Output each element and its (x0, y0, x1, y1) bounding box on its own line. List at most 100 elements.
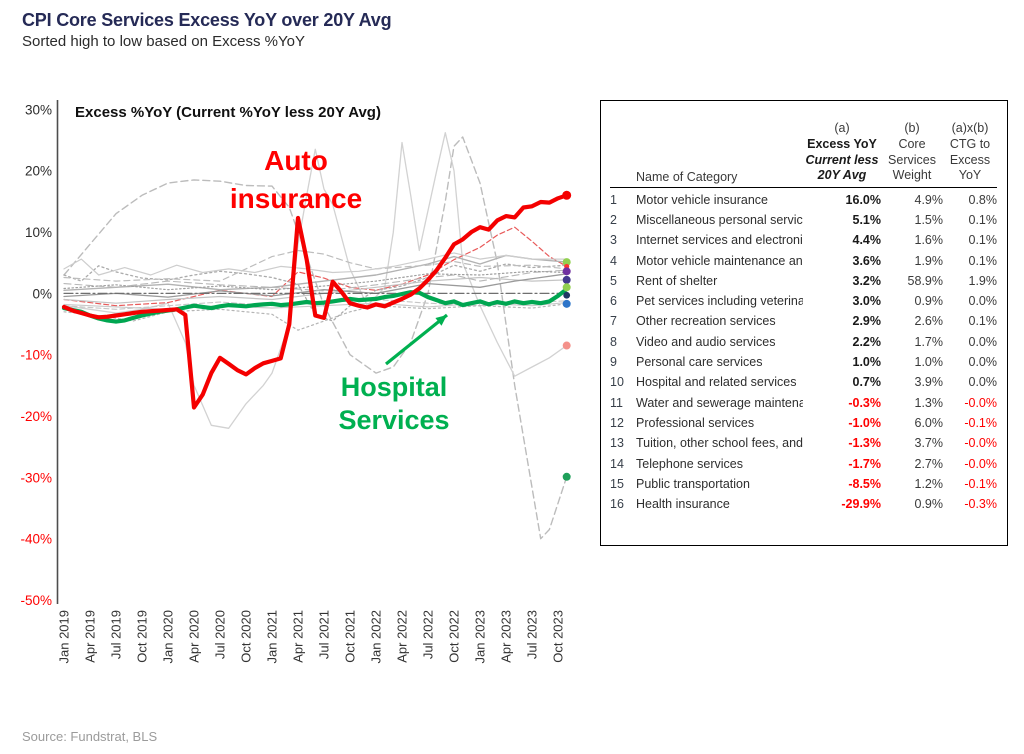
row-core-services-weight: 0.9% (914, 294, 944, 309)
endpoint-dot (562, 190, 572, 200)
table-row: 14 Telephone services -1.7% 2.7% -0.0% (610, 453, 997, 473)
annotation-arrowhead-hospital-services (435, 315, 447, 326)
header-core-services-weight: Core Services Weight (888, 137, 936, 182)
row-ctg-to-excess-yoy: -0.0% (964, 395, 997, 410)
x-tick-label: Oct 2020 (239, 610, 254, 663)
x-tick-label: Jul 2023 (525, 610, 540, 659)
row-rank: 1 (610, 192, 617, 207)
endpoint-dot (562, 472, 571, 481)
header-excess-yoy: Excess YoY Current less 20Y Avg (805, 137, 879, 182)
y-tick-label: -10% (20, 348, 52, 363)
series-line-bg-dotted-2 (63, 303, 568, 331)
row-core-services-weight: 1.7% (914, 334, 944, 349)
chart-inner-title: Excess %YoY (Current %YoY less 20Y Avg) (75, 104, 381, 121)
y-tick-label: -30% (20, 470, 52, 485)
source-note: Source: Fundstrat, BLS (22, 729, 158, 744)
annotation-arrow-hospital-services (384, 313, 449, 366)
series-line-motor-vehicle-insurance (61, 193, 569, 410)
row-category-name: Personal care services (636, 355, 763, 370)
annotation-hospital-services: Services (338, 405, 449, 435)
x-tick-label: Apr 2022 (395, 610, 410, 663)
table-row: 8 Video and audio services 2.2% 1.7% 0.0% (610, 332, 997, 352)
table-row: 3 Internet services and electronic info 4.… (610, 230, 997, 250)
x-tick-label: Oct 2019 (135, 610, 150, 663)
row-ctg-to-excess-yoy: 0.0% (968, 355, 998, 370)
row-excess-yoy: 2.2% (852, 334, 882, 349)
row-ctg-to-excess-yoy: 1.9% (968, 273, 998, 288)
row-core-services-weight: 3.9% (914, 375, 944, 390)
row-rank: 13 (610, 436, 624, 451)
y-tick-label: 10% (25, 225, 52, 240)
y-tick-label: -40% (20, 532, 52, 547)
row-ctg-to-excess-yoy: -0.0% (964, 436, 997, 451)
row-ctg-to-excess-yoy: 0.8% (968, 192, 998, 207)
row-excess-yoy: -1.7% (848, 456, 881, 471)
row-rank: 3 (610, 233, 617, 248)
row-core-services-weight: 6.0% (914, 415, 944, 430)
row-ctg-to-excess-yoy: 0.1% (968, 253, 998, 268)
row-rank: 11 (610, 395, 623, 410)
row-ctg-to-excess-yoy: 0.0% (968, 375, 998, 390)
row-category-name: Water and sewerage maintenance (636, 395, 803, 410)
annotation-hospital-services: Hospital (341, 372, 448, 402)
row-core-services-weight: 2.6% (914, 314, 944, 329)
table-column-letters: (a) (b) (a)x(b) (610, 121, 997, 137)
row-core-services-weight: 1.3% (914, 395, 944, 410)
series-line-bg-solid-c (63, 273, 568, 298)
row-excess-yoy: -0.3% (848, 395, 881, 410)
header-ctg-to-excess-yoy: CTG to Excess YoY (949, 137, 991, 182)
row-rank: 14 (610, 456, 624, 471)
y-tick-label: 30% (25, 102, 52, 117)
row-core-services-weight: 1.5% (914, 212, 944, 227)
row-category-name: Telephone services (636, 456, 744, 471)
row-core-services-weight: 58.9% (907, 273, 943, 288)
annotation-auto-insurance: Auto (264, 145, 328, 176)
series-line-bg-dashed-b (63, 249, 568, 282)
annotation-auto-insurance: insurance (230, 183, 362, 214)
row-rank: 5 (610, 273, 617, 288)
endpoint-dot (563, 291, 571, 299)
row-excess-yoy: 16.0% (845, 192, 881, 207)
row-category-name: Health insurance (636, 497, 730, 512)
table-row: 10 Hospital and related services 0.7% 3.9% 0… (610, 372, 997, 392)
row-rank: 7 (610, 314, 617, 329)
row-category-name: Tuition, other school fees, and child (636, 436, 803, 451)
row-rank: 9 (610, 355, 617, 370)
row-ctg-to-excess-yoy: -0.1% (964, 415, 997, 430)
row-category-name: Video and audio services (636, 334, 776, 349)
row-rank: 12 (610, 415, 624, 430)
col-letter-a: (a) (834, 121, 850, 135)
x-tick-label: Apr 2023 (499, 610, 514, 663)
row-excess-yoy: 2.9% (852, 314, 882, 329)
row-rank: 6 (610, 294, 617, 309)
page-title: CPI Core Services Excess YoY over 20Y Av… (22, 10, 392, 30)
row-rank: 2 (610, 212, 617, 227)
row-ctg-to-excess-yoy: 0.1% (968, 212, 998, 227)
x-tick-label: Apr 2019 (83, 610, 98, 663)
x-tick-label: Oct 2022 (447, 610, 462, 663)
series-line-bg-solid-d (63, 252, 568, 276)
series-line-bg-dashed-d (63, 269, 568, 292)
row-excess-yoy: -8.5% (848, 476, 881, 491)
x-tick-label: Jan 2023 (473, 610, 488, 664)
endpoint-dot (562, 299, 571, 308)
table-row: 2 Miscellaneous personal services 5.1% 1.5%… (610, 210, 997, 230)
endpoint-dot (562, 283, 571, 292)
header-name-of-category: Name of Category (636, 169, 738, 184)
row-category-name: Hospital and related services (636, 375, 797, 390)
row-excess-yoy: 1.0% (852, 355, 882, 370)
row-excess-yoy: -29.9% (841, 497, 881, 512)
col-letter-b: (b) (904, 121, 920, 135)
table-body: 1 Motor vehicle insurance 16.0% 4.9% 0.8% 2 Mi… (610, 190, 997, 515)
y-tick-label: 20% (25, 164, 52, 179)
endpoint-dot (562, 267, 571, 276)
table-row: 12 Professional services -1.0% 6.0% -0.1% (610, 413, 997, 433)
table-row: 15 Public transportation -8.5% 1.2% -0.1% (610, 474, 997, 494)
row-ctg-to-excess-yoy: 0.0% (968, 294, 998, 309)
row-ctg-to-excess-yoy: -0.1% (964, 476, 997, 491)
series-line-health-insurance (63, 136, 568, 540)
series-line-bg-dotted-1 (63, 263, 568, 322)
x-tick-label: Jan 2022 (369, 610, 384, 664)
row-category-name: Rent of shelter (636, 273, 718, 288)
